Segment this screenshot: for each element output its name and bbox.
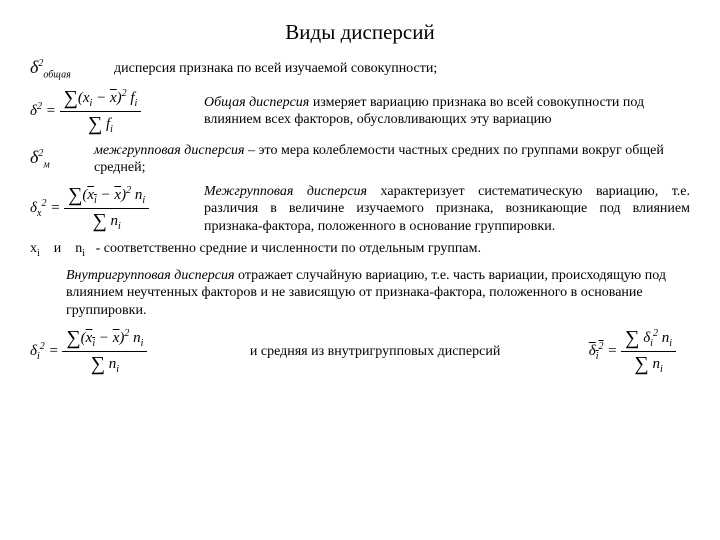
symbol-total: δ2общая (30, 57, 100, 81)
row-intergroup-formula: δx2 = ∑(xi − x)2 ni∑ ni Межгрупповая дис… (30, 183, 690, 236)
formula-intragroup-right: δi2 = ∑ δi2 ni∑ ni (589, 327, 676, 376)
row-intragroup-formulas: δi2 = ∑(xi − x)2 ni∑ ni и средняя из вну… (30, 327, 690, 376)
note-xi-ni: xi и ni - соответственно средние и числе… (30, 241, 690, 259)
page-title: Виды дисперсий (30, 20, 690, 45)
desc-intragroup: Внутригрупповая дисперсия отражает случа… (66, 267, 690, 320)
row-total-variance-formula: δ2 = ∑(xi − x)2 fi∑ fi Общая дисперсия и… (30, 87, 690, 136)
row-intergroup-symbol: δ2м межгрупповая дисперсия – это мера ко… (30, 142, 690, 177)
row-total-variance-symbol: δ2общая дисперсия признака по всей изуча… (30, 57, 690, 81)
formula-intragroup-left: δi2 = ∑(xi − x)2 ni∑ ni (30, 327, 147, 376)
desc-intergroup-formula: Межгрупповая дисперсия характеризует сис… (204, 183, 690, 236)
formula-intergroup: δx2 = ∑(xi − x)2 ni∑ ni (30, 184, 190, 233)
symbol-intergroup: δ2м (30, 147, 80, 171)
text-intragroup-mid: и средняя из внутригрупповых дисперсий (250, 343, 500, 361)
desc-total: дисперсия признака по всей изучаемой сов… (114, 60, 437, 78)
desc-intergroup: межгрупповая дисперсия – это мера колебл… (94, 142, 690, 177)
formula-total: δ2 = ∑(xi − x)2 fi∑ fi (30, 87, 190, 136)
desc-total-formula: Общая дисперсия измеряет вариацию призна… (204, 94, 690, 129)
